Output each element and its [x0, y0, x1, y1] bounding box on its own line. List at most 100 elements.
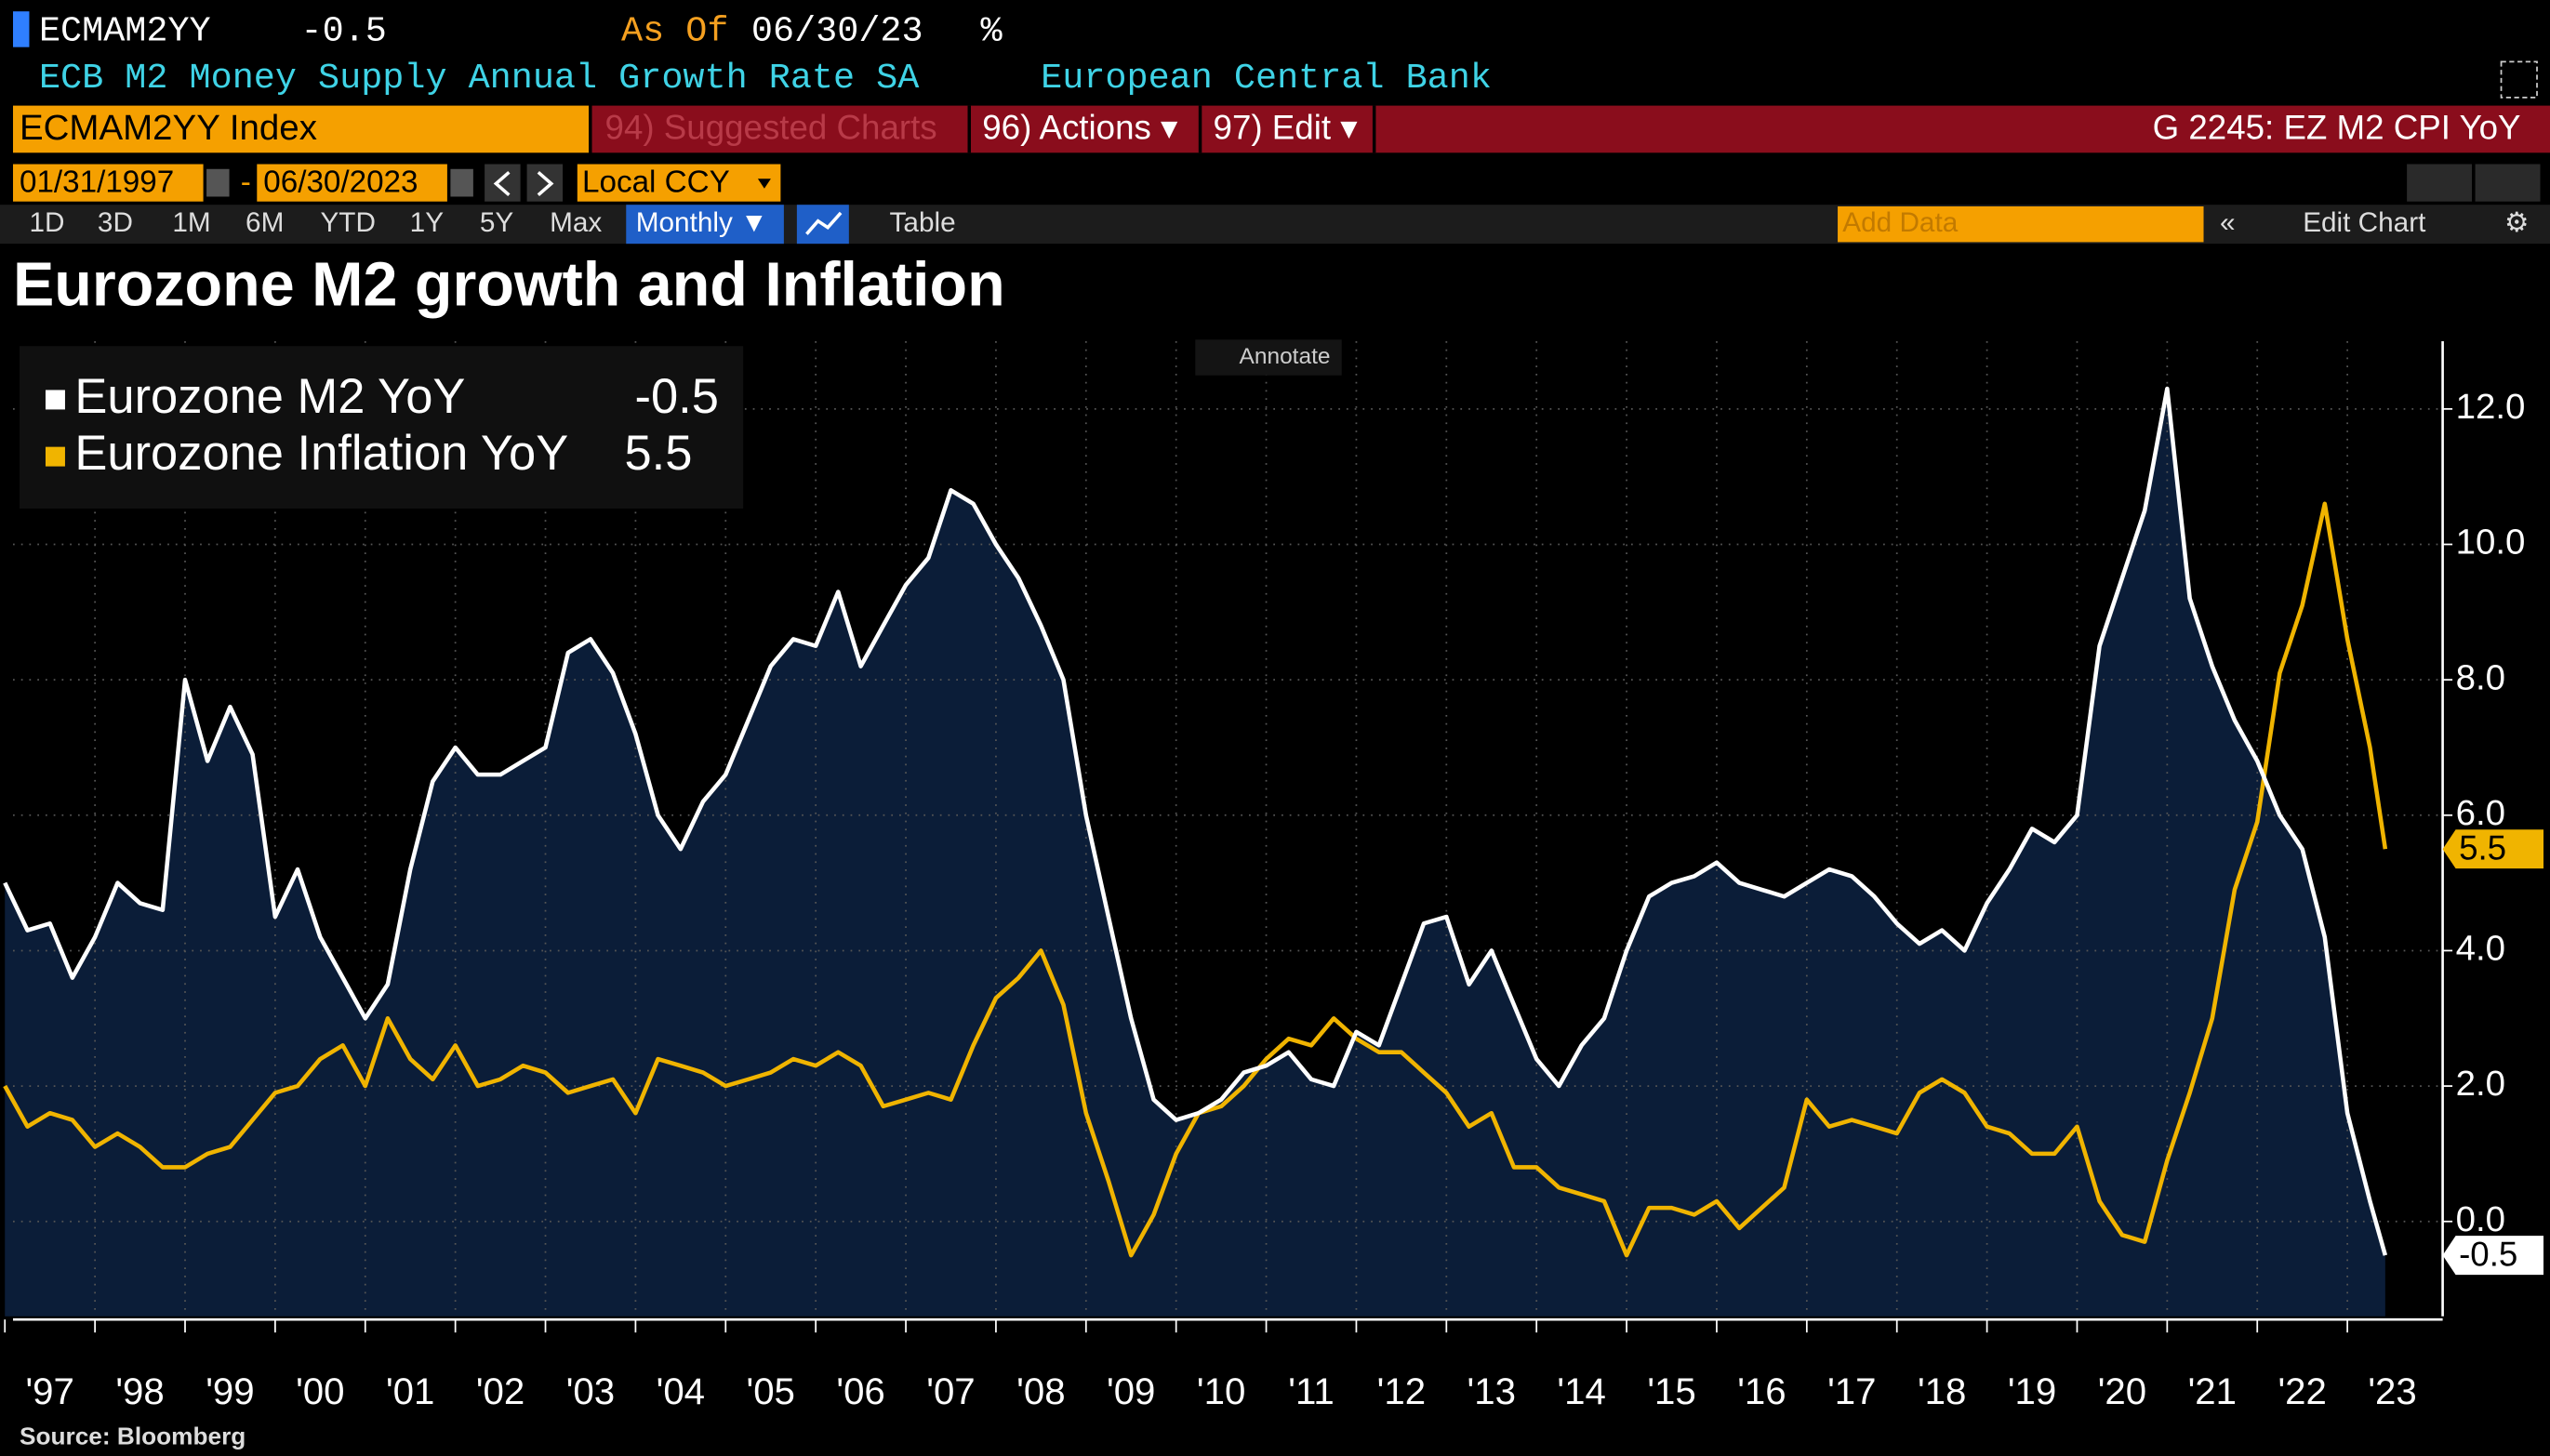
y-tick-label: 6.0 [2456, 793, 2505, 833]
x-tick-label: '12 [1377, 1370, 1426, 1412]
frequency: Monthly ▼ [636, 207, 768, 238]
add-data: Add Data [1842, 207, 1958, 238]
x-tick-label: '21 [2188, 1370, 2237, 1412]
suggested-charts[interactable]: 94) Suggested Charts [605, 109, 937, 147]
x-tick-label: '98 [115, 1370, 164, 1412]
security: ECMAM2YY Index [20, 108, 317, 148]
legend-value: -0.5 [635, 370, 719, 424]
frequency-box[interactable] [626, 205, 784, 245]
legend-value: 5.5 [625, 427, 693, 481]
last-value-tag [2442, 829, 2544, 869]
y-tick-label: 12.0 [2456, 387, 2526, 427]
x-tick-label: '05 [747, 1370, 795, 1412]
date-sep: - [241, 165, 251, 199]
ticker-marker [12, 11, 30, 47]
chart-id: G 2245: EZ M2 CPI YoY [2153, 109, 2521, 147]
period-button[interactable]: 6M [246, 207, 284, 238]
source: Source: Bloomberg [20, 1423, 246, 1450]
x-tick-label: '23 [2368, 1370, 2416, 1412]
popout-icon[interactable] [2500, 60, 2538, 99]
end-date-box[interactable] [257, 164, 447, 202]
line [3, 386, 2388, 1256]
annotate: Annotate [1240, 344, 1331, 369]
x-tick-label: '19 [2008, 1370, 2056, 1412]
redo[interactable] [2475, 164, 2541, 202]
next-arrow [537, 170, 554, 197]
x-tick-label: '00 [296, 1370, 344, 1412]
currency-box[interactable] [577, 164, 781, 202]
x-tick-label: '99 [206, 1370, 254, 1412]
legend [19, 346, 744, 510]
y-tick-label: 4.0 [2456, 929, 2505, 969]
collapse[interactable]: « [2220, 207, 2236, 238]
period-button[interactable]: 1Y [410, 207, 445, 238]
y-tick-label: 0.0 [2456, 1199, 2505, 1239]
legend-swatch [45, 390, 65, 410]
last-value: -0.5 [301, 10, 387, 51]
undo[interactable] [2407, 164, 2473, 202]
x-tick-label: '09 [1107, 1370, 1155, 1412]
legend-label: Eurozone M2 YoY [74, 370, 465, 424]
as-of-date: 06/30/23 [751, 10, 923, 51]
x-tick-label: '20 [2098, 1370, 2146, 1412]
y-tick-label: 10.0 [2456, 523, 2526, 563]
period-button[interactable]: 1D [29, 207, 64, 238]
chart-view-icon [805, 211, 843, 235]
annotate-button[interactable] [1195, 339, 1342, 376]
x-tick-label: '22 [2278, 1370, 2326, 1412]
x-tick-label: '07 [926, 1370, 975, 1412]
y-tick-label: 2.0 [2456, 1064, 2505, 1104]
edit[interactable]: 97) Edit ▾ [1214, 109, 1359, 147]
menu-bar [591, 105, 2550, 153]
start-date-box[interactable] [12, 164, 204, 202]
x-tick-label: '03 [566, 1370, 615, 1412]
period-button[interactable]: YTD [320, 207, 375, 238]
unit: % [980, 10, 1003, 51]
x-tick-label: '01 [386, 1370, 434, 1412]
legend-label: Eurozone Inflation YoY [74, 427, 568, 481]
period-button[interactable]: Max [550, 207, 602, 238]
chart-title: Eurozone M2 growth and Inflation [13, 251, 1005, 320]
calendar-icon[interactable] [206, 168, 230, 197]
legend-swatch [45, 446, 65, 467]
calendar-icon[interactable] [450, 168, 473, 197]
next-button[interactable] [526, 164, 564, 202]
period-button[interactable]: 3D [98, 207, 133, 238]
x-tick-label: '16 [1737, 1370, 1786, 1412]
x-tick-label: '18 [1918, 1370, 1966, 1412]
last-value-tag [2442, 1236, 2544, 1276]
security-box[interactable] [12, 105, 590, 153]
end-date: 06/30/2023 [263, 165, 418, 199]
currency: Local CCY [582, 165, 730, 199]
x-tick-label: '08 [1016, 1370, 1065, 1412]
prev-button[interactable] [485, 164, 521, 202]
prev-arrow [493, 170, 511, 197]
x-tick-label: '13 [1468, 1370, 1516, 1412]
last-value-label: 5.5 [2459, 829, 2506, 867]
x-tick-label: '11 [1288, 1370, 1334, 1412]
x-tick-label: '02 [476, 1370, 525, 1412]
x-tick-label: '17 [1827, 1370, 1876, 1412]
x-tick-label: '10 [1197, 1370, 1245, 1412]
x-tick-label: '06 [836, 1370, 884, 1412]
settings[interactable]: ⚙ [2504, 207, 2530, 238]
edit-chart[interactable]: Edit Chart [2303, 207, 2426, 238]
x-tick-label: '97 [25, 1370, 73, 1412]
dropdown-arrow [757, 179, 771, 189]
x-tick-label: '04 [657, 1370, 705, 1412]
last-value-label: -0.5 [2459, 1236, 2517, 1274]
add-data-box[interactable] [1838, 205, 2204, 243]
source-name: European Central Bank [1041, 58, 1492, 99]
start-date: 01/31/1997 [20, 165, 174, 199]
ticker: ECMAM2YY [39, 10, 211, 51]
description: ECB M2 Money Supply Annual Growth Rate S… [39, 58, 920, 99]
period-button[interactable]: 5Y [480, 207, 514, 238]
x-tick-label: '14 [1557, 1370, 1605, 1412]
as-of-label: As Of [621, 10, 728, 51]
x-tick-label: '15 [1647, 1370, 1695, 1412]
table-button[interactable]: Table [890, 207, 956, 238]
period-button[interactable]: 1M [172, 207, 210, 238]
actions[interactable]: 96) Actions ▾ [982, 109, 1178, 147]
y-tick-label: 8.0 [2456, 657, 2505, 697]
